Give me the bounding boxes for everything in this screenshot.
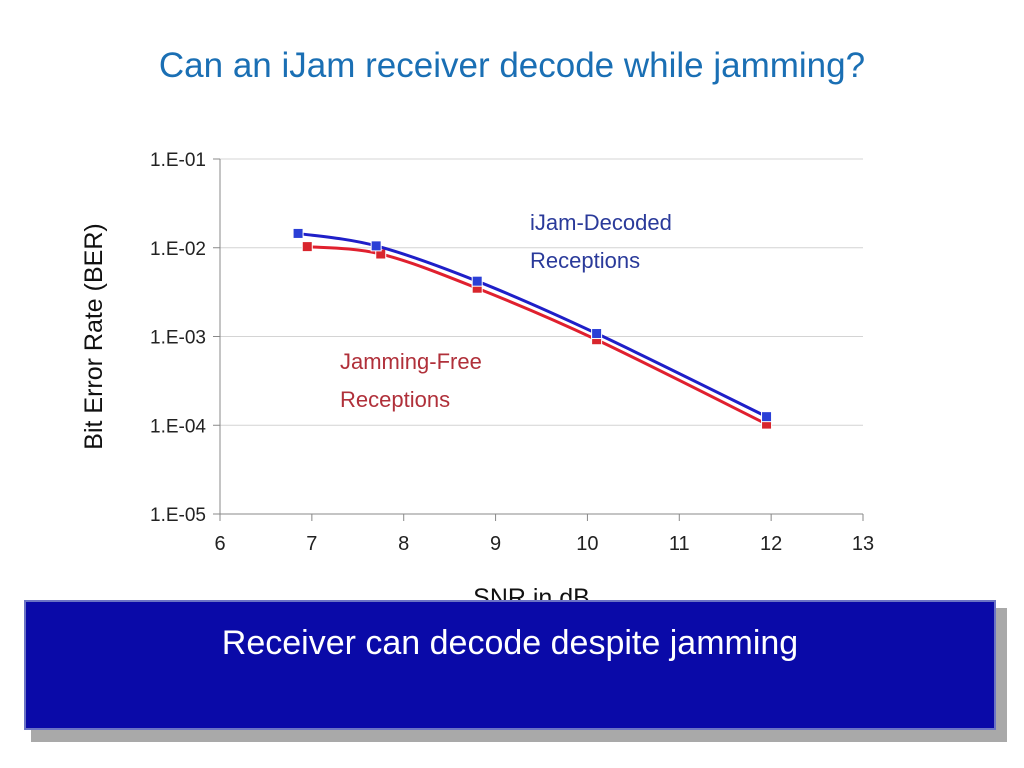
x-tick-label: 10 <box>576 533 598 555</box>
jamming-free-series-label: Jamming-Free <box>340 349 482 374</box>
x-tick-label: 13 <box>852 533 874 555</box>
y-tick-label: 1.E-01 <box>150 150 206 171</box>
ijam-decoded-data-point <box>761 411 773 423</box>
jamming-free-series-label: Receptions <box>340 387 450 412</box>
tick-labels: 1.E-01 1.E-02 1.E-03 1.E-04 1.E-05 6 7 8 9 10 11 12… <box>80 150 874 610</box>
x-tick-label: 6 <box>214 533 225 555</box>
jamming-free-data-point <box>301 241 313 253</box>
axes <box>213 158 864 521</box>
ijam-decoded-data-point <box>292 227 304 239</box>
ijam-decoded-series-label: iJam-Decoded <box>530 210 672 235</box>
ber-vs-snr-chart: 1.E-01 1.E-02 1.E-03 1.E-04 1.E-05 6 7 8 9 10 11 12… <box>80 150 874 610</box>
callout-text: Receiver can decode despite jamming <box>221 624 799 662</box>
conclusion-callout: Receiver can decode despite jamming <box>24 600 996 730</box>
ijam-decoded-data-point <box>370 240 382 252</box>
y-tick-label: 1.E-03 <box>150 328 206 349</box>
x-tick-label: 7 <box>306 533 317 555</box>
ijam-decoded-data-point <box>591 328 603 340</box>
y-tick-label: 1.E-02 <box>150 239 206 260</box>
grid-lines <box>220 158 863 426</box>
x-tick-label: 11 <box>669 533 690 555</box>
x-tick-label: 9 <box>490 533 501 555</box>
y-tick-label: 1.E-05 <box>150 505 206 526</box>
series <box>292 227 773 430</box>
jamming-free-series-line <box>307 245 768 426</box>
ijam-decoded-data-point <box>471 275 483 287</box>
y-axis-title: Bit Error Rate (BER) <box>80 223 108 449</box>
ijam-decoded-series-line <box>297 231 768 418</box>
x-tick-label: 12 <box>760 533 782 555</box>
y-tick-label: 1.E-04 <box>150 416 206 437</box>
x-tick-label: 8 <box>398 533 409 555</box>
series-labels: iJam-Decoded Receptions Jamming-Free Recept… <box>340 210 672 412</box>
ijam-decoded-series-label: Receptions <box>530 248 640 273</box>
slide-title: Can an iJam receiver decode while jammin… <box>158 46 866 85</box>
